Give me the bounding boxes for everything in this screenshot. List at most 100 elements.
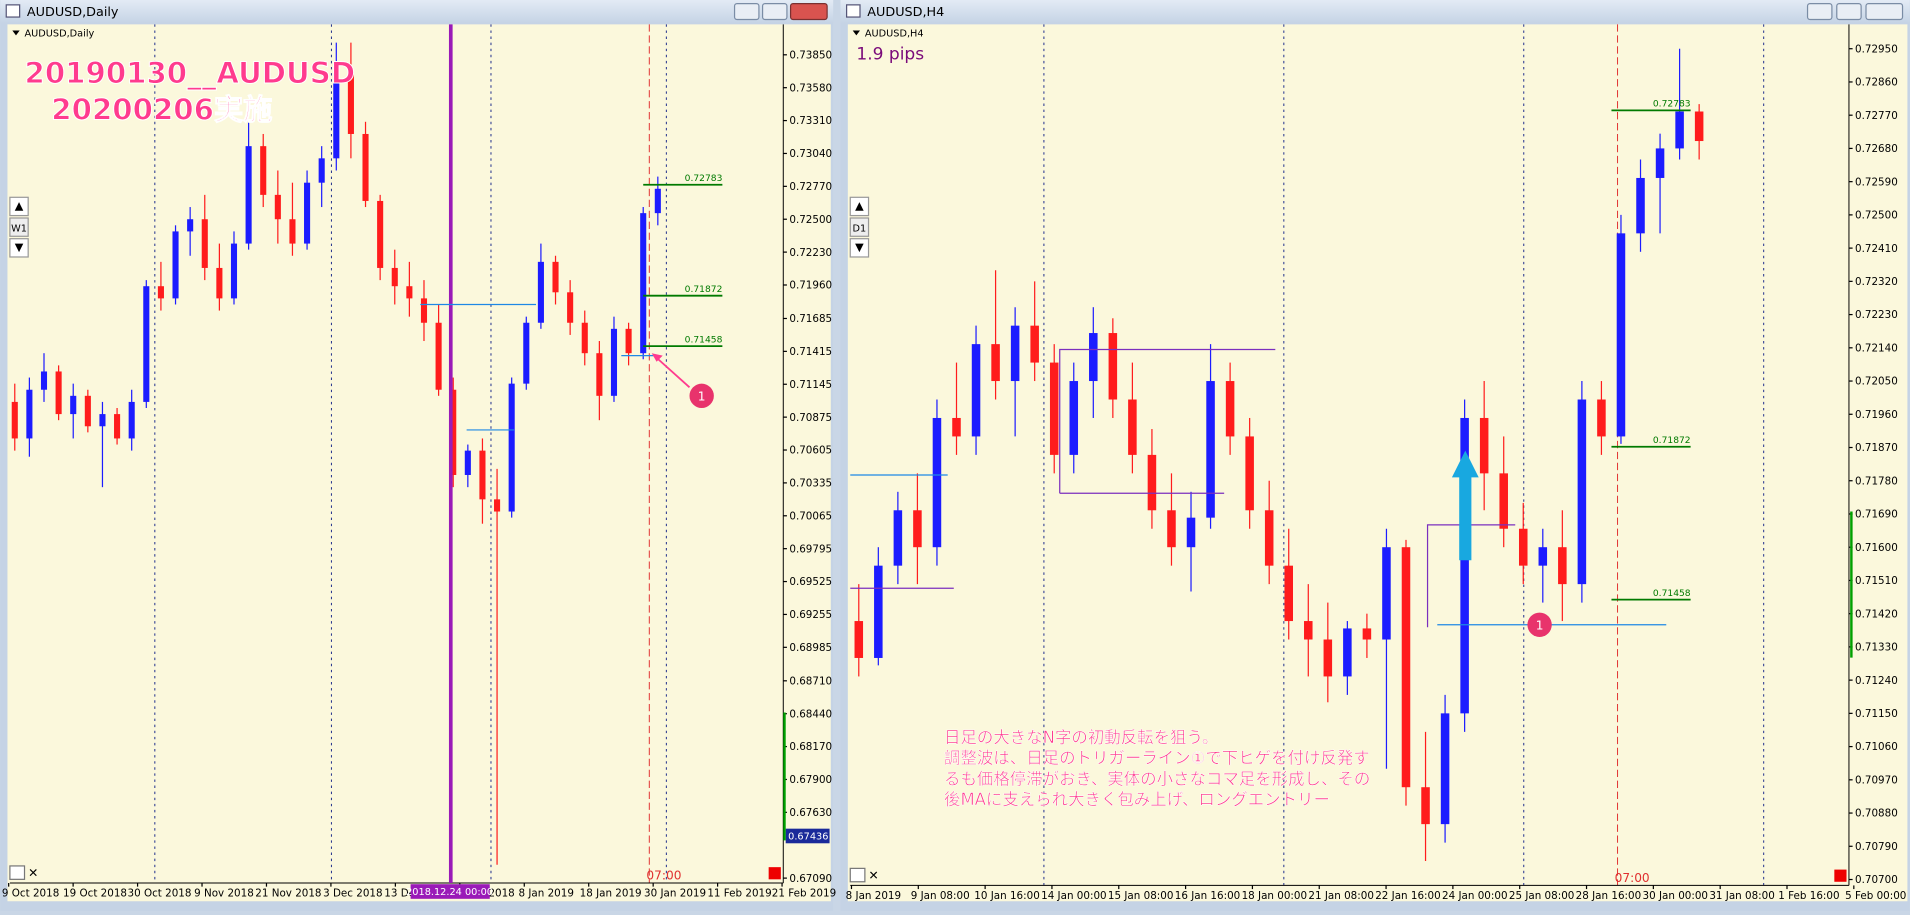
x-tick-label: 11 Feb 2019 bbox=[707, 887, 771, 899]
candle-body bbox=[245, 146, 252, 244]
marker-arrowhead bbox=[651, 353, 663, 362]
vline-label: 2018.12.24 00:00 bbox=[406, 887, 493, 898]
title-bar bbox=[0, 0, 834, 24]
y-tick-label: 0.71685 bbox=[789, 313, 832, 325]
period-button[interactable] bbox=[9, 217, 29, 237]
candle-body bbox=[1128, 399, 1137, 455]
candle-body bbox=[1382, 547, 1391, 640]
period-label: D1 bbox=[853, 223, 867, 234]
candle-body bbox=[913, 510, 922, 548]
candle-body bbox=[1655, 148, 1665, 178]
candle-body bbox=[362, 133, 369, 201]
y-tick-label: 0.68440 bbox=[789, 708, 832, 720]
candle-body bbox=[1147, 454, 1157, 511]
tool-button[interactable] bbox=[849, 867, 866, 883]
y-tick-label: 0.73040 bbox=[789, 148, 832, 160]
candle-body bbox=[40, 371, 48, 390]
maximize-button[interactable] bbox=[1836, 3, 1862, 21]
x-tick-label: 30 Jan 00:00 bbox=[1643, 890, 1709, 902]
note-line: 日足の大きなN字の初動反転を狙う。 bbox=[944, 728, 1218, 747]
candle-body bbox=[1499, 473, 1508, 529]
candle-body bbox=[610, 328, 618, 396]
candle-body bbox=[854, 621, 864, 658]
candle-body bbox=[230, 243, 238, 299]
y-tick-label: 0.71960 bbox=[1855, 409, 1898, 421]
y-tick-label: 0.71330 bbox=[1855, 642, 1898, 654]
period-button[interactable] bbox=[849, 217, 870, 237]
candle-body bbox=[464, 450, 471, 475]
scroll-down-icon bbox=[855, 243, 864, 253]
candle-body bbox=[377, 200, 384, 268]
candle-body bbox=[1675, 111, 1684, 149]
candle-body bbox=[596, 353, 603, 396]
candle-body bbox=[640, 213, 647, 354]
x-tick-label: 18 Jan 2019 bbox=[580, 887, 642, 899]
x-tick-label: 30 Jan 2019 bbox=[644, 887, 706, 899]
candle-body bbox=[435, 322, 442, 390]
marker-label: 1 bbox=[1536, 619, 1544, 633]
marker bbox=[689, 383, 714, 409]
candle-body bbox=[406, 286, 413, 299]
y-tick-label: 0.71150 bbox=[1855, 708, 1898, 720]
x-tick-label: 19 Oct 2018 bbox=[63, 887, 127, 899]
current-price-label: 0.67436 bbox=[788, 832, 828, 843]
candle-body bbox=[99, 414, 106, 427]
candle-body bbox=[201, 219, 208, 268]
candle-body bbox=[971, 344, 981, 437]
candle-body bbox=[625, 328, 632, 354]
up-arrow bbox=[1451, 450, 1479, 561]
candle-body bbox=[1245, 436, 1254, 511]
chart-label: AUDUSD,H4 bbox=[865, 29, 924, 40]
minimize-button[interactable] bbox=[1806, 3, 1833, 21]
close-button[interactable] bbox=[789, 3, 828, 21]
note-line: るも価格停滞がおき、実体の小さなコマ足を形成し、その bbox=[944, 769, 1370, 788]
candle-body bbox=[450, 389, 457, 475]
x-tick-label: 24 Jan 00:00 bbox=[1442, 890, 1508, 902]
scroll-up-icon bbox=[855, 202, 864, 211]
y-tick-label: 0.71600 bbox=[1855, 542, 1898, 554]
candle-body bbox=[537, 261, 544, 323]
y-tick-label: 0.72500 bbox=[789, 214, 832, 226]
x-tick-label: 28 Jan 16:00 bbox=[1576, 890, 1642, 902]
candle-body bbox=[1206, 381, 1215, 518]
range-box bbox=[1059, 348, 1276, 494]
y-tick-label: 0.68710 bbox=[789, 675, 832, 687]
y-tick-label: 0.67630 bbox=[789, 807, 832, 819]
y-tick-label: 0.72410 bbox=[1855, 243, 1898, 255]
chart-background bbox=[847, 24, 1908, 902]
y-tick-label: 0.70700 bbox=[1855, 874, 1898, 886]
x-tick-label: 30 Oct 2018 bbox=[128, 887, 192, 899]
y-tick-label: 0.71415 bbox=[789, 346, 832, 358]
candle-body bbox=[157, 286, 164, 299]
candle-body bbox=[508, 383, 515, 512]
candle-body bbox=[1421, 787, 1430, 825]
y-tick-label: 0.71690 bbox=[1855, 509, 1898, 521]
candle-body bbox=[11, 401, 18, 439]
right-window bbox=[840, 0, 1910, 911]
candle-body bbox=[391, 267, 398, 287]
maximize-button[interactable] bbox=[761, 3, 788, 21]
x-tick-label: 25 Jan 08:00 bbox=[1509, 890, 1575, 902]
minimize-button[interactable] bbox=[733, 3, 760, 21]
tool-close: ✕ bbox=[28, 866, 38, 880]
y-tick-label: 0.71145 bbox=[789, 379, 832, 391]
y-tick-label: 0.72500 bbox=[1855, 210, 1898, 222]
overlay-title: 20200206実施 bbox=[51, 92, 272, 126]
y-tick-label: 0.69255 bbox=[789, 609, 832, 621]
y-tick-label: 0.72140 bbox=[1855, 342, 1898, 354]
y-tick-label: 0.70605 bbox=[789, 445, 832, 457]
corner-marker bbox=[1834, 869, 1847, 882]
x-tick-label: 15 Jan 08:00 bbox=[1108, 890, 1174, 902]
candle-body bbox=[1225, 381, 1235, 437]
y-tick-label: 0.71780 bbox=[1855, 475, 1898, 487]
close-button[interactable] bbox=[1865, 3, 1904, 21]
spread-label: 1.9 pips bbox=[856, 45, 924, 65]
y-tick-label: 0.70970 bbox=[1855, 774, 1898, 786]
candle-body bbox=[1304, 621, 1313, 640]
candle-body bbox=[494, 499, 501, 512]
candle-body bbox=[1636, 177, 1645, 234]
tool-button[interactable] bbox=[9, 865, 26, 880]
chart-menu-arrow bbox=[12, 30, 20, 36]
